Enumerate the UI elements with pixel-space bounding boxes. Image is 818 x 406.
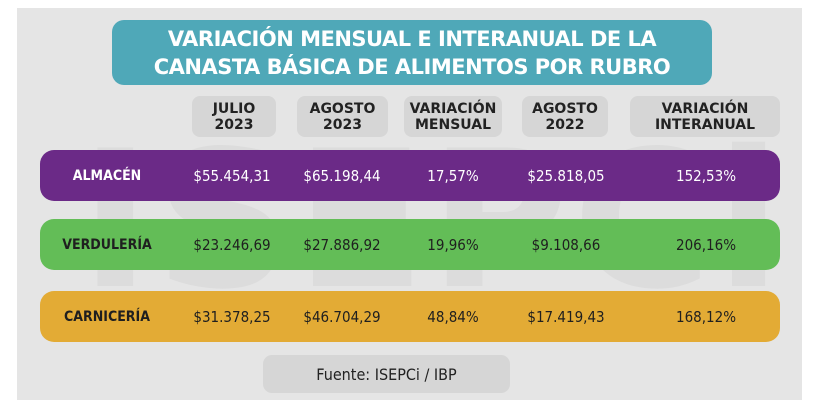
header-agosto-2022: AGOSTO 2022 bbox=[522, 96, 608, 137]
header-variacion-interanual: VARIACIÓN INTERANUAL bbox=[630, 96, 780, 137]
source-note: Fuente: ISEPCi / IBP bbox=[263, 355, 510, 393]
header-line: VARIACIÓN bbox=[409, 100, 497, 117]
cell-variacion-interanual: 168,12% bbox=[675, 307, 737, 326]
cell-variacion-mensual: 17,57% bbox=[427, 166, 479, 185]
header-julio-2023: JULIO 2023 bbox=[192, 96, 276, 137]
row-label: CARNICERÍA bbox=[64, 308, 150, 325]
title-banner: VARIACIÓN MENSUAL E INTERANUAL DE LA CAN… bbox=[112, 20, 712, 85]
cell-variacion-mensual: 48,84% bbox=[427, 307, 479, 326]
cell-julio-2023: $55.454,31 bbox=[193, 166, 271, 185]
header-agosto-2023: AGOSTO 2023 bbox=[297, 96, 388, 137]
row-label: ALMACÉN bbox=[72, 167, 142, 184]
header-line: MENSUAL bbox=[415, 116, 491, 133]
cell-agosto-2023: $46.704,29 bbox=[303, 307, 381, 326]
cell-agosto-2023: $65.198,44 bbox=[303, 166, 381, 185]
header-line: AGOSTO bbox=[309, 100, 376, 117]
cell-variacion-mensual: 19,96% bbox=[427, 235, 479, 254]
row-label: VERDULERÍA bbox=[62, 236, 152, 253]
cell-agosto-2022: $17.419,43 bbox=[527, 307, 605, 326]
header-line: JULIO bbox=[212, 100, 256, 117]
row-verduleria: VERDULERÍA $23.246,69 $27.886,92 19,96% … bbox=[40, 219, 780, 270]
cell-variacion-interanual: 152,53% bbox=[675, 166, 737, 185]
title-line-2: CANASTA BÁSICA DE ALIMENTOS POR RUBRO bbox=[153, 54, 671, 79]
header-line: AGOSTO bbox=[532, 100, 598, 117]
cell-julio-2023: $23.246,69 bbox=[193, 235, 271, 254]
cell-variacion-interanual: 206,16% bbox=[675, 235, 737, 254]
header-line: VARIACIÓN bbox=[661, 100, 749, 117]
cell-julio-2023: $31.378,25 bbox=[193, 307, 271, 326]
header-line: INTERANUAL bbox=[654, 116, 756, 133]
header-variacion-mensual: VARIACIÓN MENSUAL bbox=[404, 96, 502, 137]
row-almacen: ALMACÉN $55.454,31 $65.198,44 17,57% $25… bbox=[40, 150, 780, 201]
cell-agosto-2022: $9.108,66 bbox=[531, 235, 601, 254]
cell-agosto-2023: $27.886,92 bbox=[303, 235, 381, 254]
row-carniceria: CARNICERÍA $31.378,25 $46.704,29 48,84% … bbox=[40, 291, 780, 342]
header-line: 2023 bbox=[214, 116, 254, 133]
cell-agosto-2022: $25.818,05 bbox=[527, 166, 605, 185]
header-line: 2022 bbox=[545, 116, 585, 133]
header-line: 2023 bbox=[323, 116, 362, 133]
title-line-1: VARIACIÓN MENSUAL E INTERANUAL DE LA bbox=[167, 26, 657, 51]
